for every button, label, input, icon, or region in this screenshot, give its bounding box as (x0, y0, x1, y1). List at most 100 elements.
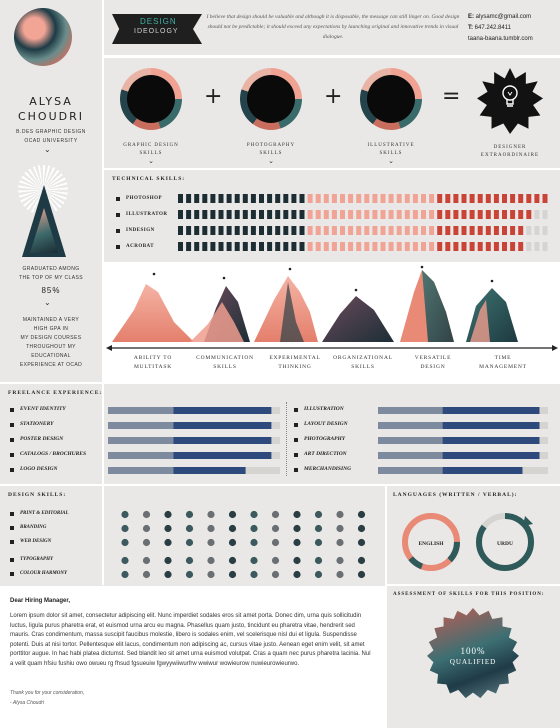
separator (104, 168, 560, 170)
skill-dot (228, 556, 237, 565)
first-name: ALYSA (29, 95, 73, 108)
mountain-label: VERSATILE DESIGN (398, 354, 468, 372)
skill-dot (207, 524, 215, 533)
skill-segment (299, 242, 305, 251)
photography-item: PHOTOGRAPHY SKILLS ⌄ (236, 68, 306, 166)
peak-dot (354, 288, 358, 292)
label-line: SKILLS (351, 364, 375, 370)
skill-dot (336, 538, 344, 547)
skill-segment (477, 210, 483, 219)
freelance-label: LAYOUT DESIGN (304, 421, 348, 427)
freelance-label: POSTER DESIGN (20, 436, 64, 442)
skill-segment (510, 242, 516, 251)
bar-texture (108, 437, 174, 444)
skill-segment (372, 194, 378, 203)
skill-segment (340, 226, 345, 235)
skill-dot (142, 538, 151, 547)
bar-fill (442, 437, 540, 444)
letter-signature: - Alysa Choudri (10, 700, 44, 706)
skill-segment (348, 226, 354, 235)
design-skill-row: TYPOGRAPHY (10, 556, 380, 565)
skill-segment (502, 242, 507, 251)
skill-segment (404, 210, 410, 219)
skill-segment (542, 194, 548, 203)
skill-segment (283, 194, 289, 203)
skill-segment (502, 210, 507, 219)
skill-segment (226, 242, 232, 251)
skill-segment (372, 242, 378, 251)
skill-dot (121, 556, 129, 565)
label-line: THINKING (278, 364, 312, 370)
skill-dot (293, 556, 301, 565)
skill-dot (121, 524, 129, 533)
separator (104, 55, 560, 58)
gpa-line: MAINTAINED A VERY (22, 317, 80, 323)
freelance-label: MERCHANDISING (304, 466, 352, 472)
bar-texture (108, 467, 174, 474)
skill-segment (542, 210, 548, 219)
skill-segment (461, 226, 467, 235)
skill-segment (421, 226, 426, 235)
freelance-bar (378, 422, 548, 429)
skill-segment (404, 194, 410, 203)
skill-dot (250, 524, 258, 533)
degree: B.DES GRAPHIC DESIGN OCAD UNIVERSITY (0, 128, 102, 146)
skill-segment (380, 242, 386, 251)
bullet (10, 572, 14, 576)
peak-dot (420, 265, 424, 269)
skill-segment (534, 226, 540, 235)
skill-segment (315, 226, 321, 235)
skill-dot (142, 556, 151, 565)
skill-segment (461, 242, 467, 251)
skill-segment (429, 210, 435, 219)
skill-segment (307, 226, 313, 235)
phone-number: 647.242.8411 (474, 25, 511, 31)
chevron-down-icon: ⌄ (44, 145, 51, 154)
eq-label-line: EXTRAORDINAIRE (480, 153, 540, 158)
skill-dot (207, 556, 215, 565)
design-skill-row: BRANDING (10, 524, 380, 533)
skill-dot (121, 538, 129, 547)
skill-segment (380, 210, 386, 219)
bar-fill (173, 437, 272, 444)
skill-segment (388, 226, 394, 235)
skill-segment (534, 242, 540, 251)
skill-dot (185, 524, 194, 533)
last-name: CHOUDRI (17, 110, 85, 123)
skill-segment (250, 210, 256, 219)
freelance-bar (108, 422, 280, 429)
eq-label: GRAPHIC DESIGN SKILLS (116, 142, 186, 158)
equals-sign: = (442, 84, 461, 109)
eq-label-line: SKILLS (139, 151, 163, 156)
skill-segment (453, 210, 459, 219)
gpa-line: EXPERIENCE AT OCAD (19, 362, 83, 368)
skill-segment (453, 242, 459, 251)
contact-info: E: alysamc@gmail.com T: 647.242.8411 taa… (468, 12, 533, 45)
skill-segment (477, 194, 483, 203)
skill-segment (348, 194, 354, 203)
mountain-experimental-shade (280, 282, 304, 342)
skill-segment (242, 194, 248, 203)
eq-label-line: SKILLS (259, 151, 283, 156)
skill-segment (461, 210, 467, 219)
skill-dot (207, 538, 215, 547)
label-line: MANAGEMENT (479, 364, 527, 370)
skill-segment (226, 226, 232, 235)
email-link[interactable]: alysamc@gmail.com (475, 14, 532, 20)
skill-dots (121, 524, 366, 533)
tech-skill-label: INDESIGN (126, 228, 155, 233)
seal-label: QUALIFIED (449, 658, 497, 666)
skill-dot (164, 570, 172, 579)
skill-dot (250, 570, 258, 579)
eq-label-line: GRAPHIC DESIGN (123, 143, 179, 148)
skill-segment (348, 210, 354, 219)
website-link[interactable]: taana-baana.tumblr.com (468, 36, 533, 42)
letter-salutation: Dear Hiring Manager, (10, 598, 71, 604)
skill-segment (437, 226, 443, 235)
skill-dots (121, 510, 366, 519)
freelance-bar (108, 437, 280, 444)
personal-skills-mountains: ABILITY TO MULTITASK COMMUNICATION SKILLS … (104, 262, 560, 382)
skill-segment (299, 194, 305, 203)
bar-fill (173, 407, 272, 414)
